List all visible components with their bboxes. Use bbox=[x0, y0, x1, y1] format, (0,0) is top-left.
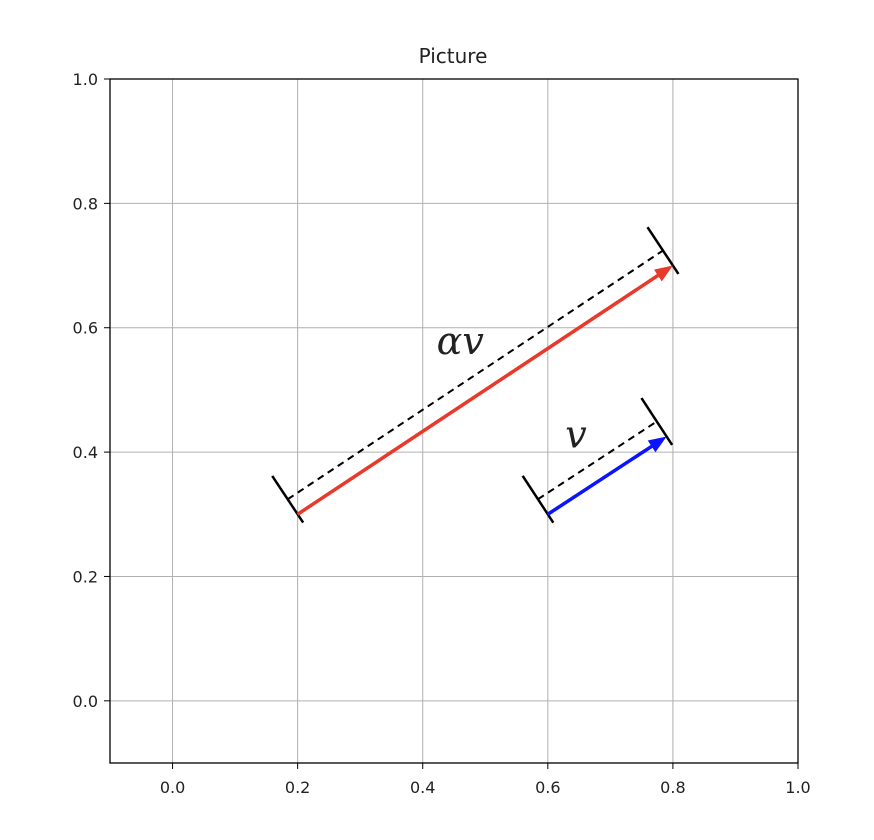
v-arrow-head bbox=[647, 436, 667, 453]
v-bracket-line bbox=[537, 420, 658, 501]
alpha-v-end-cap bbox=[646, 226, 680, 275]
alpha-v-arrow-shaft bbox=[296, 272, 661, 516]
y-tick-label: 0.4 bbox=[73, 443, 98, 462]
v-label: v bbox=[565, 412, 587, 456]
x-tick-label: 0.4 bbox=[410, 778, 435, 797]
y-tick-label: 0.2 bbox=[73, 567, 98, 586]
x-tick-label: 0.0 bbox=[160, 778, 185, 797]
y-tick-label: 0.6 bbox=[73, 319, 98, 338]
y-tick-label: 1.0 bbox=[73, 70, 98, 89]
x-tick-label: 0.8 bbox=[660, 778, 685, 797]
plot-frame bbox=[109, 78, 799, 764]
y-tick-label: 0.0 bbox=[73, 692, 98, 711]
chart-title: Picture bbox=[419, 44, 488, 68]
x-tick-label: 1.0 bbox=[785, 778, 810, 797]
alpha-v-bracket-line bbox=[287, 249, 664, 501]
x-tick-label: 0.2 bbox=[285, 778, 310, 797]
x-tick-label: 0.6 bbox=[535, 778, 560, 797]
y-tick-label: 0.8 bbox=[73, 194, 98, 213]
alpha-v-label: αv bbox=[437, 319, 485, 363]
alpha-v-start-cap bbox=[271, 475, 305, 524]
v-arrow-shaft bbox=[546, 443, 655, 516]
grid-lines bbox=[110, 78, 799, 763]
v-end-cap bbox=[640, 397, 674, 446]
vectors-group: αv v bbox=[271, 226, 680, 524]
alpha-v-arrow-head bbox=[654, 265, 673, 282]
axis-ticks: 0.0 0.2 0.4 0.6 0.8 1.0 0.0 0.2 0.4 0.6 0.8 1.0 bbox=[73, 70, 811, 797]
